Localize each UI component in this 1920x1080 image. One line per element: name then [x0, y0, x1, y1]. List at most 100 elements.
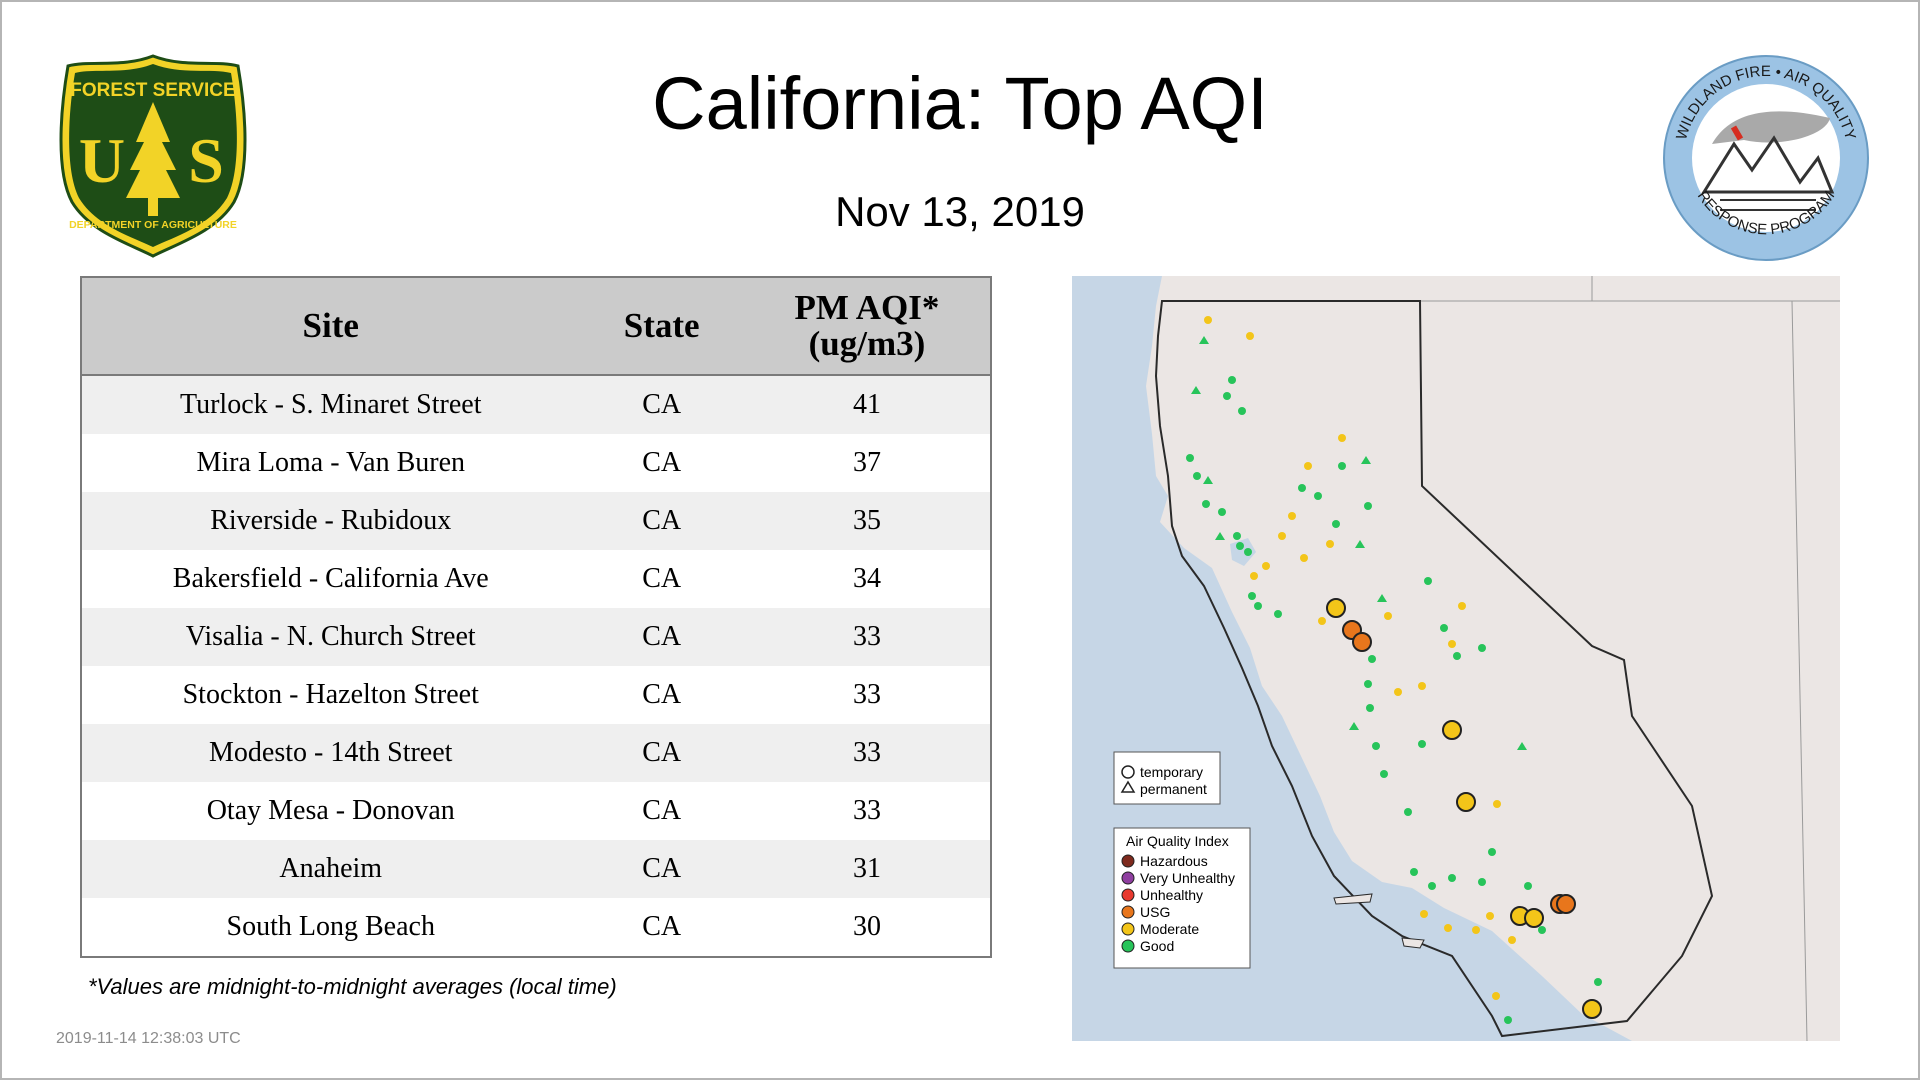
table-row: South Long Beach CA 30 [81, 898, 991, 957]
site-marker [1186, 454, 1194, 462]
site-marker [1418, 740, 1426, 748]
top-aqi-table: Site State PM AQI* (ug/m3) Turlock - S. … [80, 276, 992, 958]
channel-islands [1333, 893, 1373, 905]
site-marker [1364, 502, 1372, 510]
cell-state: CA [579, 434, 744, 492]
table-row: Bakersfield - California Ave CA 34 [81, 550, 991, 608]
cell-value: 41 [743, 375, 991, 434]
cell-value: 33 [743, 782, 991, 840]
aqi-legend-title: Air Quality Index [1126, 833, 1229, 849]
site-marker [1361, 456, 1371, 464]
aqi-legend-swatch [1121, 888, 1135, 902]
site-marker [1355, 540, 1365, 548]
moderate-sites [1204, 316, 1516, 1000]
site-marker [1246, 332, 1254, 340]
site-marker [1418, 682, 1426, 690]
cell-state: CA [579, 898, 744, 957]
site-marker [1274, 610, 1282, 618]
site-marker [1338, 434, 1346, 442]
site-marker [1314, 492, 1322, 500]
cell-value: 33 [743, 666, 991, 724]
cell-state: CA [579, 375, 744, 434]
site-marker [1517, 742, 1527, 750]
site-marker [1492, 992, 1500, 1000]
wildland-fire-aq-logo: WILDLAND FIRE • AIR QUALITY RESPONSE PRO… [1663, 55, 1869, 261]
cell-site: Riverside - Rubidoux [81, 492, 580, 550]
site-marker [1478, 878, 1486, 886]
site-marker [1318, 617, 1326, 625]
legend-temporary-label: temporary [1140, 764, 1203, 780]
cell-state: CA [579, 492, 744, 550]
site-marker [1472, 926, 1480, 934]
cell-state: CA [579, 666, 744, 724]
header-state: State [579, 277, 744, 376]
header-site: Site [81, 277, 580, 376]
site-marker [1524, 882, 1532, 890]
cell-value: 35 [743, 492, 991, 550]
cell-site: Visalia - N. Church Street [81, 608, 580, 666]
aqi-legend-swatch [1121, 905, 1135, 919]
table-row: Anaheim CA 31 [81, 840, 991, 898]
site-marker [1504, 1016, 1512, 1024]
aqi-legend-swatch [1121, 922, 1135, 936]
svg-text:U: U [79, 125, 125, 196]
california-aqi-map: temporary permanent Air Quality Index Ha… [1072, 276, 1840, 1041]
aqi-legend-label: Very Unhealthy [1140, 870, 1235, 886]
site-marker [1478, 644, 1486, 652]
site-marker [1444, 924, 1452, 932]
page-title: California: Top AQI [652, 62, 1268, 145]
site-marker [1218, 508, 1226, 516]
legend-permanent-label: permanent [1140, 781, 1207, 797]
generated-timestamp: 2019-11-14 12:38:03 UTC [56, 1030, 241, 1047]
cell-site: Otay Mesa - Donovan [81, 782, 580, 840]
site-marker [1493, 800, 1501, 808]
site-marker [1233, 532, 1241, 540]
site-marker [1456, 792, 1476, 812]
footnote: *Values are midnight-to-midnight average… [88, 974, 617, 999]
table-row: Mira Loma - Van Buren CA 37 [81, 434, 991, 492]
site-marker [1488, 848, 1496, 856]
cell-state: CA [579, 782, 744, 840]
site-marker [1364, 680, 1372, 688]
table-row: Visalia - N. Church Street CA 33 [81, 608, 991, 666]
cell-value: 33 [743, 724, 991, 782]
land-area [1146, 276, 1840, 1041]
table-row: Modesto - 14th Street CA 33 [81, 724, 991, 782]
site-marker [1236, 542, 1244, 550]
site-marker [1440, 624, 1448, 632]
site-marker [1223, 392, 1231, 400]
cell-value: 31 [743, 840, 991, 898]
header-pm-aqi-line1: PM AQI* [794, 288, 940, 327]
table-row: Stockton - Hazelton Street CA 33 [81, 666, 991, 724]
site-marker [1594, 978, 1602, 986]
site-marker [1384, 612, 1392, 620]
site-marker [1193, 472, 1201, 480]
cell-value: 34 [743, 550, 991, 608]
site-marker [1288, 512, 1296, 520]
site-marker [1582, 999, 1602, 1019]
site-marker [1338, 462, 1346, 470]
monitor-sites [1186, 316, 1602, 1024]
site-marker [1448, 874, 1456, 882]
site-marker [1203, 476, 1213, 484]
good-sites [1186, 376, 1602, 1024]
site-marker [1349, 722, 1359, 730]
cell-state: CA [579, 724, 744, 782]
header-pm-aqi-line2: (ug/m3) [808, 324, 926, 363]
catalina-island [1401, 937, 1425, 949]
cell-site: Stockton - Hazelton Street [81, 666, 580, 724]
site-marker [1262, 562, 1270, 570]
site-marker [1202, 500, 1210, 508]
site-marker [1377, 594, 1387, 602]
site-marker [1326, 598, 1346, 618]
table-header-row: Site State PM AQI* (ug/m3) [81, 277, 991, 376]
site-marker [1204, 316, 1212, 324]
header-pm-aqi: PM AQI* (ug/m3) [743, 277, 991, 376]
site-marker [1453, 652, 1461, 660]
site-marker [1394, 688, 1402, 696]
site-marker [1215, 532, 1225, 540]
cell-site: Bakersfield - California Ave [81, 550, 580, 608]
cell-site: South Long Beach [81, 898, 580, 957]
table-row: Otay Mesa - Donovan CA 33 [81, 782, 991, 840]
